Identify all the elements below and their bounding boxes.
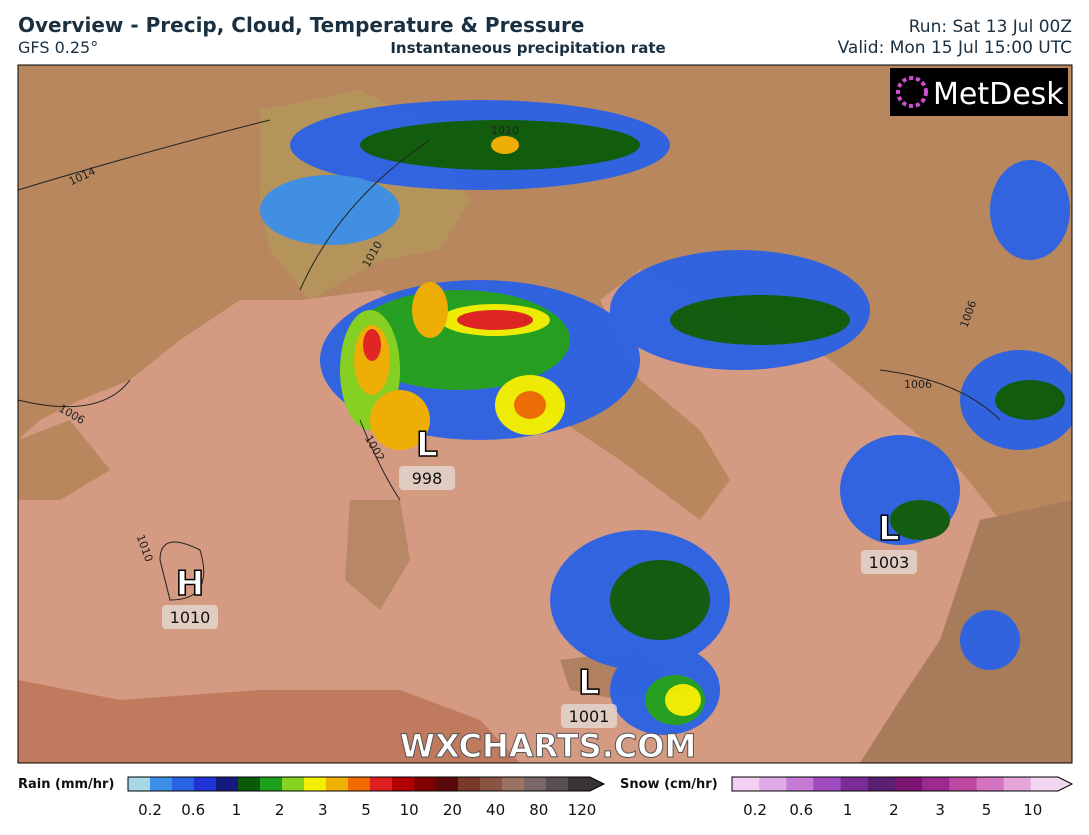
legend-swatch <box>1030 777 1059 791</box>
legend-tick: 120 <box>568 801 597 819</box>
legend-swatch <box>867 777 896 791</box>
legend-tick: 3 <box>318 801 328 819</box>
legend-swatch <box>414 777 437 791</box>
legend-swatch <box>813 777 842 791</box>
legend-tick: 10 <box>1023 801 1042 819</box>
logo: MetDesk <box>933 77 1064 112</box>
legend-swatch <box>458 777 481 791</box>
title: Overview - Precip, Cloud, Temperature & … <box>18 13 584 37</box>
legend-title: Rain (mm/hr) <box>18 777 114 792</box>
legend-tick: 3 <box>935 801 945 819</box>
legend-tick: 10 <box>400 801 419 819</box>
map: MetDesk WXCHARTS.COM <box>17 64 1073 766</box>
legend-tick: 40 <box>486 801 505 819</box>
legend-title: Snow (cm/hr) <box>620 777 718 792</box>
legend-swatch <box>326 777 349 791</box>
legend-tick: 1 <box>232 801 242 819</box>
legend-swatch <box>502 777 525 791</box>
legend-tick: 0.2 <box>138 801 162 819</box>
legend-swatch <box>436 777 459 791</box>
pressure-value: 1001 <box>569 707 610 726</box>
legend-swatch <box>260 777 283 791</box>
legend-swatch <box>128 777 151 791</box>
legend-swatch <box>480 777 503 791</box>
legend-tick: 1 <box>843 801 853 819</box>
legend-swatch <box>568 777 591 791</box>
legend-swatch <box>216 777 239 791</box>
isobar-label: 1006 <box>904 378 932 391</box>
legend-tick: 2 <box>275 801 285 819</box>
pressure-symbol: L <box>416 425 438 465</box>
legend-swatch <box>895 777 923 791</box>
legend-swatch <box>194 777 217 791</box>
pressure-value: 998 <box>412 469 443 488</box>
legend-arrow <box>1058 777 1072 791</box>
model: GFS 0.25° <box>18 38 98 57</box>
pressure-value: 1003 <box>869 553 910 572</box>
legend-swatch <box>922 777 950 791</box>
subtitle: Instantaneous precipitation rate <box>390 39 665 57</box>
legend-tick: 80 <box>529 801 548 819</box>
legend-tick: 20 <box>443 801 462 819</box>
legend-swatch <box>348 777 371 791</box>
legend-swatch <box>150 777 173 791</box>
legend-swatch <box>546 777 569 791</box>
legend-swatch <box>786 777 814 791</box>
pressure-symbol: H <box>176 564 204 604</box>
legend-swatch <box>524 777 547 791</box>
legend-tick: 0.2 <box>743 801 767 819</box>
legend-swatch <box>282 777 305 791</box>
legend-tick: 5 <box>361 801 371 819</box>
legend-tick: 0.6 <box>789 801 813 819</box>
legend-swatch <box>976 777 1005 791</box>
pressure-symbol: L <box>878 509 900 549</box>
legend-border <box>731 776 1074 792</box>
watermark: WXCHARTS.COM <box>400 727 697 765</box>
legend-swatch <box>304 777 327 791</box>
pressure-box <box>399 466 455 490</box>
legend-swatch <box>732 777 760 791</box>
pressure-value: 1010 <box>170 608 211 627</box>
legend-swatch <box>392 777 415 791</box>
isobar-label: 1010 <box>491 124 519 137</box>
legend-swatch <box>840 777 869 791</box>
pressure-symbol: L <box>578 663 600 703</box>
legend-border <box>127 776 606 792</box>
legend-tick: 2 <box>889 801 899 819</box>
legend-swatch <box>370 777 393 791</box>
legend-swatch <box>949 777 977 791</box>
legend-tick: 0.6 <box>181 801 205 819</box>
pressure-box <box>861 550 917 574</box>
legend-swatch <box>759 777 787 791</box>
legend-tick: 5 <box>982 801 992 819</box>
pressure-box <box>561 704 617 728</box>
legend-arrow <box>590 777 604 791</box>
legend-swatch <box>1003 777 1032 791</box>
pressure-box <box>162 605 218 629</box>
run: Run: Sat 13 Jul 00Z <box>909 17 1072 37</box>
legend-swatch <box>238 777 261 791</box>
legend-swatch <box>172 777 195 791</box>
valid: Valid: Mon 15 Jul 15:00 UTC <box>838 38 1072 58</box>
